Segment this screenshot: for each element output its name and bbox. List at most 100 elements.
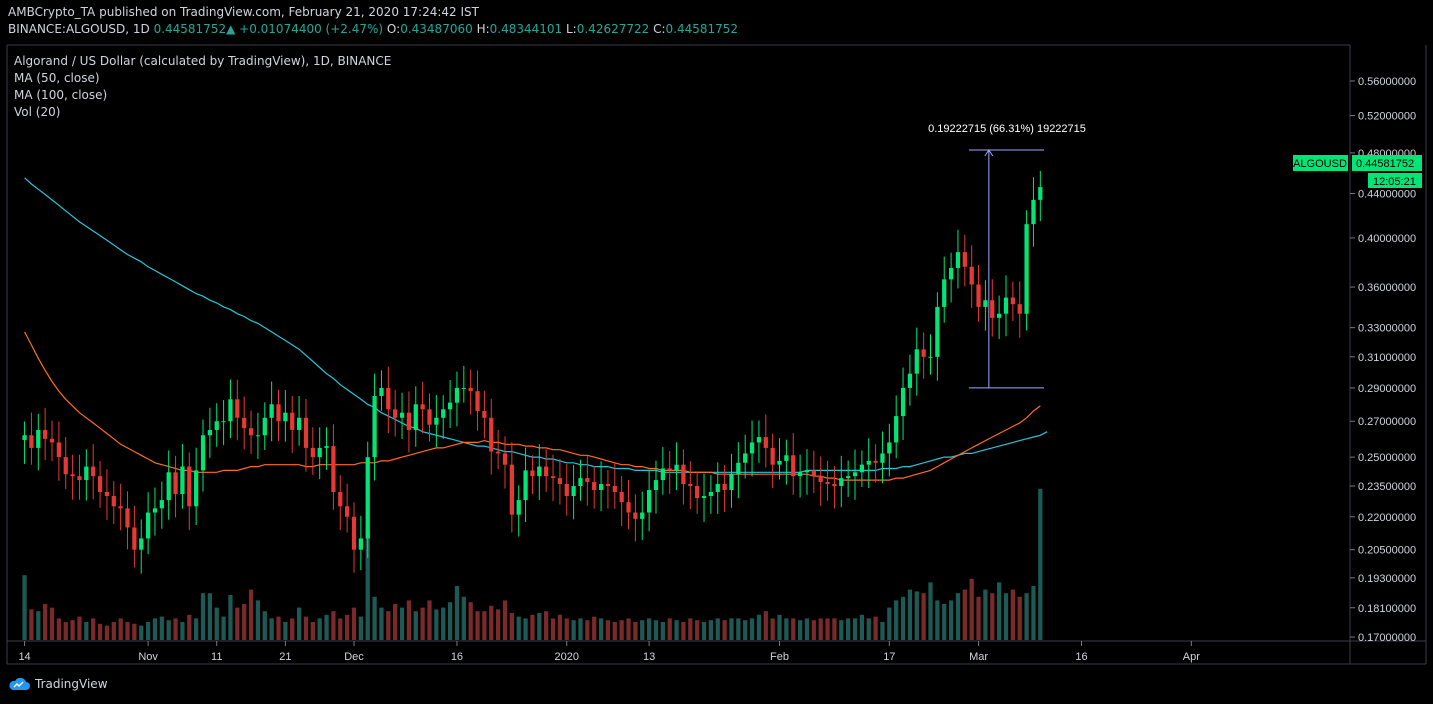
volume-bar (804, 618, 810, 640)
price-change: +0.01074400 (+2.47%) (239, 22, 384, 36)
candle (866, 438, 871, 489)
volume-bar (1024, 593, 1029, 640)
volume-bar (379, 607, 384, 640)
candle-body (447, 402, 453, 410)
candle-body (880, 453, 885, 463)
candle (338, 475, 343, 531)
candle-body (544, 466, 549, 477)
volume-bar (331, 611, 336, 640)
volume-bar (955, 593, 961, 640)
candle-body (756, 437, 762, 443)
candle-body (907, 373, 913, 388)
candle (296, 395, 302, 446)
time-tick-label: 16 (1075, 651, 1087, 663)
candle-body (1003, 297, 1009, 314)
low-value: 0.42627722 (576, 22, 650, 36)
candle (770, 433, 775, 489)
price-tick-label: 0.36000000 (1358, 282, 1416, 294)
candle-body (509, 464, 514, 515)
candle (70, 454, 75, 500)
candle (509, 442, 514, 533)
volume-bar (152, 618, 158, 640)
volume-bar (475, 611, 480, 640)
volume-bar (777, 614, 782, 640)
volume-bar (49, 607, 55, 640)
publisher-name[interactable]: AMBCrypto_TA (8, 5, 96, 19)
candle (612, 463, 617, 509)
candle (475, 370, 480, 431)
volume-bar (427, 600, 432, 640)
candle-body (166, 472, 171, 501)
candle (290, 395, 295, 453)
candle (145, 492, 151, 555)
price-tick-label: 0.22000000 (1358, 512, 1416, 524)
candle-body (811, 470, 816, 477)
volume-bar (928, 582, 933, 640)
candle (386, 366, 391, 433)
candle-body (91, 466, 96, 477)
candle (489, 398, 494, 475)
candle-body (605, 484, 611, 486)
candle-body (976, 284, 981, 307)
volume-legend[interactable]: Vol (20) (14, 105, 61, 119)
candle-body (948, 268, 954, 280)
volume-bar (358, 616, 363, 640)
candle-body (722, 484, 727, 490)
tradingview-logo[interactable]: TradingView (8, 677, 108, 691)
volume-bar (214, 607, 219, 640)
volume-bar (97, 623, 103, 640)
candle (310, 427, 315, 475)
volume-bar (756, 614, 762, 640)
candle (907, 354, 913, 406)
time-tick-label: Dec (344, 651, 364, 663)
candle-body (777, 460, 782, 465)
candle-body (338, 491, 343, 507)
measure-tool[interactable]: 0.19222715 (66.31%) 19222715 (928, 123, 1086, 389)
ma50-legend[interactable]: MA (50, close) (14, 71, 100, 85)
volume-bar (839, 620, 844, 640)
candle (111, 481, 116, 525)
volume-bar (166, 620, 171, 640)
volume-bar (338, 618, 343, 640)
volume-bar (1038, 488, 1043, 640)
candle (722, 465, 727, 512)
price-axis[interactable]: 0.560000000.520000000.480000000.44000000… (1350, 76, 1416, 644)
candle-body (482, 410, 487, 418)
candle-body (200, 435, 206, 471)
price-tick-label: 0.31000000 (1358, 352, 1416, 364)
volume-bar (976, 596, 981, 640)
time-axis[interactable]: 14 Nov 11 21 Dec 16 2020 13 Feb 17 Mar 16 Apr (18, 641, 1200, 663)
ma100-legend[interactable]: MA (100, close) (14, 88, 108, 102)
volume-bar (571, 620, 576, 640)
candle (139, 519, 144, 574)
candle (701, 473, 707, 522)
candle (1010, 281, 1015, 322)
time-tick-label: Apr (1183, 651, 1200, 663)
candle (1038, 170, 1043, 222)
candle-body (791, 455, 796, 477)
publish-info: AMBCrypto_TA published on TradingView.co… (8, 5, 479, 19)
candle (969, 245, 974, 308)
candle (619, 476, 624, 527)
volume-bar (441, 607, 446, 640)
price-tick-label: 0.18100000 (1358, 603, 1416, 615)
candle-body (770, 447, 775, 465)
candle (646, 469, 652, 532)
candle (248, 410, 254, 455)
candle-body (22, 435, 27, 440)
volume-bar (592, 616, 597, 640)
volume-bar (701, 622, 707, 640)
volume-bar (221, 616, 226, 640)
candle-body (763, 437, 768, 448)
volume-bar (633, 622, 638, 640)
candle (43, 407, 48, 461)
candle-body (674, 464, 679, 471)
volume-bar (811, 620, 816, 640)
candle (530, 455, 535, 494)
candle-body (653, 480, 659, 490)
candle-body (852, 472, 858, 477)
candle-body (317, 447, 322, 458)
volume-bar (468, 602, 473, 640)
candle (715, 462, 720, 514)
